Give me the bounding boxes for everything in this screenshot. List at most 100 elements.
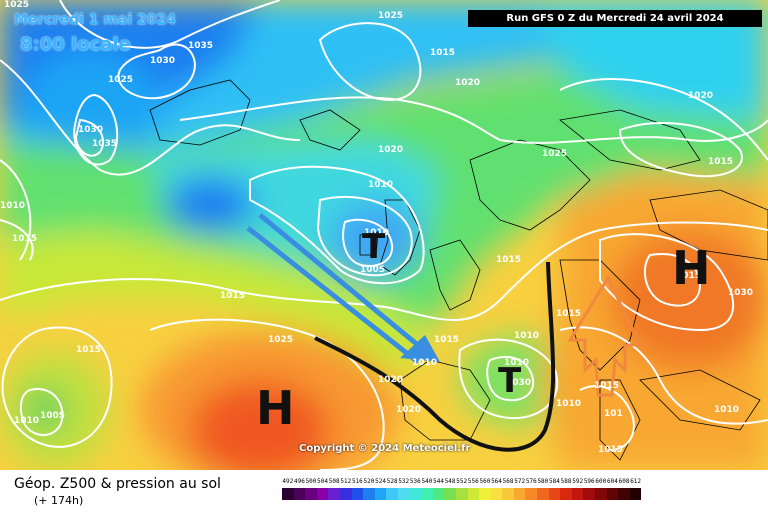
- isobar-value-label: 1020: [688, 91, 713, 101]
- low-pressure-marker-iberia: T: [498, 361, 522, 401]
- isobar-value-label: 1010: [368, 180, 393, 190]
- legend-label: 500: [305, 478, 317, 485]
- isobar-value-label: 1020: [455, 78, 480, 88]
- model-run-banner: Run GFS 0 Z du Mercredi 24 avril 2024: [468, 10, 762, 27]
- isobar-value-label: 1025: [4, 0, 29, 10]
- legend-swatch: [525, 488, 538, 500]
- low-pressure-marker-ireland: T: [362, 227, 386, 267]
- legend-label: 492: [282, 478, 294, 485]
- legend-swatch: [618, 488, 630, 500]
- isobar-value-label: 1025: [268, 335, 293, 345]
- legend-swatch: [351, 488, 364, 500]
- isobar-value-label: 1010: [556, 399, 581, 409]
- legend-swatch: [305, 488, 317, 500]
- isobar-value-label: 1015: [594, 381, 619, 391]
- isobar-value-label: 1025: [108, 75, 133, 85]
- legend-color-bar: [282, 488, 642, 500]
- legend-label: 560: [479, 478, 491, 485]
- forecast-lead-time: (+ 174h): [34, 494, 84, 507]
- legend-labels: 492 496 500 504 508 512 516 520 524 528 532 536 540 5…: [282, 478, 641, 485]
- isobar-value-label: 1025: [542, 149, 567, 159]
- legend-swatch: [455, 488, 468, 500]
- high-pressure-marker-central-europe: H: [672, 241, 711, 295]
- legend-label: 556: [467, 478, 479, 485]
- legend-label: 588: [560, 478, 572, 485]
- isobar-value-label: 1015: [76, 345, 101, 355]
- isobar-value-label: 1030: [728, 288, 753, 298]
- legend-label: 596: [583, 478, 595, 485]
- isobar-value-label: 1010: [714, 405, 739, 415]
- isobar-value-label: 1030: [506, 378, 531, 388]
- valid-date: Mercredi 1 mai 2024: [14, 12, 177, 28]
- legend-swatch: [467, 488, 480, 500]
- legend-label: 612: [630, 478, 642, 485]
- frontal-analysis: [246, 213, 643, 452]
- valid-time: 8:00 locale: [20, 34, 131, 55]
- legend-swatch: [397, 488, 410, 500]
- legend-swatch: [363, 488, 375, 500]
- high-pressure-marker-azores: H: [256, 381, 295, 435]
- isobar-value-label: 101: [604, 409, 623, 419]
- legend-swatch: [629, 488, 642, 500]
- isobar-value-label: 1005: [360, 265, 385, 275]
- legend-label: 540: [421, 478, 433, 485]
- isobar-value-label: 1015: [556, 309, 581, 319]
- legend-label: 528: [386, 478, 398, 485]
- legend-swatch: [571, 488, 584, 500]
- isobars: [0, 0, 768, 470]
- isobar-value-label: 1015: [220, 291, 245, 301]
- pressure-system-markers: H T T H: [256, 227, 711, 435]
- legend-swatch: [409, 488, 422, 500]
- legend-swatch: [421, 488, 433, 500]
- legend-label: 496: [293, 478, 305, 485]
- isobar-value-label: 1005: [40, 411, 65, 421]
- chart-title: Géop. Z500 & pression au sol: [14, 476, 221, 492]
- isobar-value-label: 1015: [12, 234, 37, 244]
- legend-label: 512: [340, 478, 352, 485]
- legend-swatch: [595, 488, 607, 500]
- legend-swatch: [386, 488, 398, 500]
- legend-label: 516: [351, 478, 363, 485]
- legend-label: 520: [363, 478, 375, 485]
- legend-swatch: [490, 488, 503, 500]
- legend-swatch: [444, 488, 456, 500]
- legend-label: 584: [549, 478, 560, 485]
- legend-swatch: [502, 488, 514, 500]
- legend-label: 548: [444, 478, 456, 485]
- legend-swatch: [479, 488, 491, 500]
- legend-swatch: [560, 488, 572, 500]
- legend-swatch: [282, 488, 294, 500]
- isobar-value-label: 1020: [396, 405, 421, 415]
- legend-swatch: [513, 488, 526, 500]
- isobar-value-label: 1020: [378, 145, 403, 155]
- legend-label: 552: [456, 478, 468, 485]
- isobar-value-label: 1035: [92, 139, 117, 149]
- isobar-value-label: 1010: [364, 228, 389, 238]
- isobar-value-labels: 1025 1025 1035 1030 1015 1025 1020 1030 …: [0, 0, 753, 455]
- legend-swatch: [316, 488, 329, 500]
- copyright-notice: Copyright © 2024 Meteociel.fr: [299, 443, 471, 454]
- legend-label: 532: [398, 478, 410, 485]
- isobar-value-label: 1015: [496, 255, 521, 265]
- isobar-value-label: 1010: [0, 201, 25, 211]
- legend-swatch: [432, 488, 445, 500]
- isobar-value-label: 1015: [434, 335, 459, 345]
- legend-label: 576: [525, 478, 537, 485]
- isobar-value-label: 1015: [430, 48, 455, 58]
- legend-swatch: [293, 488, 306, 500]
- legend-label: 536: [409, 478, 421, 485]
- legend-label: 564: [491, 478, 502, 485]
- isobar-value-label: 1020: [378, 375, 403, 385]
- legend-label: 544: [433, 478, 444, 485]
- legend-label: 580: [537, 478, 549, 485]
- legend-swatch: [548, 488, 561, 500]
- weather-map: 1025 1025 1035 1030 1015 1025 1020 1030 …: [0, 0, 768, 470]
- legend-swatch: [537, 488, 549, 500]
- legend-label: 524: [375, 478, 386, 485]
- isobar-value-label: 1015: [708, 157, 733, 167]
- color-scale-legend: 492 496 500 504 508 512 516 520 524 528 532 536 540 5…: [282, 478, 642, 500]
- isobar-value-label: 1010: [504, 358, 529, 368]
- legend-label: 568: [502, 478, 514, 485]
- legend-label: 592: [572, 478, 584, 485]
